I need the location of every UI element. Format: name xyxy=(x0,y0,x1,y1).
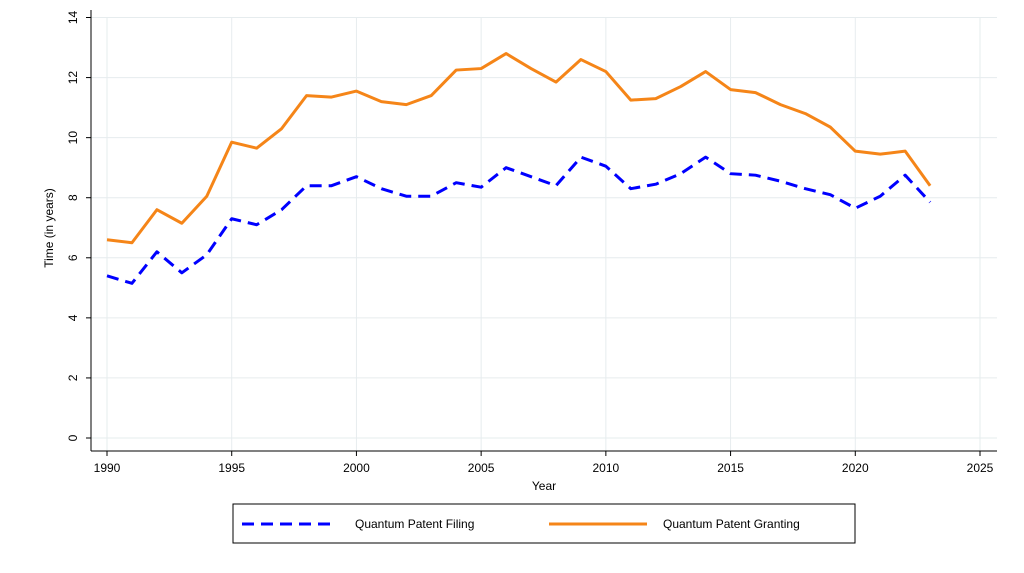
x-tick-label: 1990 xyxy=(94,461,121,475)
series-layer xyxy=(106,52,932,285)
x-axis-title: Year xyxy=(532,479,556,493)
y-tick-label: 4 xyxy=(66,314,80,321)
x-tick-label: 2015 xyxy=(717,461,744,475)
x-tick-label: 1995 xyxy=(218,461,245,475)
legend-label: Quantum Patent Filing xyxy=(355,517,474,531)
legend: Quantum Patent Filing Quantum Patent Gran… xyxy=(232,503,856,544)
filing-series-line xyxy=(106,155,932,285)
y-tick-label: 8 xyxy=(66,194,80,201)
x-tick-label: 2005 xyxy=(468,461,495,475)
y-tick-label: 0 xyxy=(66,434,80,441)
y-tick-label: 2 xyxy=(66,374,80,381)
y-tick-label: 12 xyxy=(66,71,80,85)
x-tick-label: 2010 xyxy=(593,461,620,475)
legend-label: Quantum Patent Granting xyxy=(663,517,800,531)
x-tick-label: 2020 xyxy=(842,461,869,475)
y-tick-label: 14 xyxy=(66,11,80,25)
x-tick-label: 2000 xyxy=(343,461,370,475)
x-tick-label: 2025 xyxy=(967,461,994,475)
gridlines xyxy=(91,17,997,451)
granting-series-line xyxy=(106,52,932,245)
y-tick-label: 10 xyxy=(66,131,80,145)
axes: 0 2 4 6 8 10 12 14 1990 1995 2000 2005 2010 2015 2020 2… xyxy=(66,10,997,475)
legend-box xyxy=(232,503,856,544)
y-axis-title: Time (in years) xyxy=(42,188,56,268)
y-tick-label: 6 xyxy=(66,254,80,261)
